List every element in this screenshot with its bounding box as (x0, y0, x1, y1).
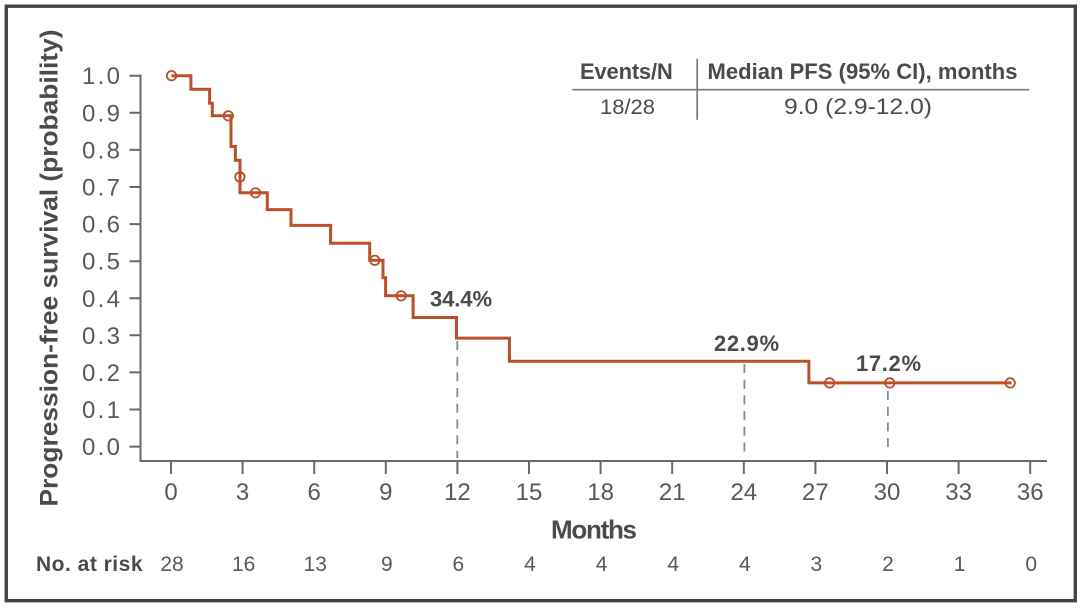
svg-text:Months: Months (551, 515, 637, 545)
svg-text:6: 6 (453, 553, 465, 576)
svg-text:0.2: 0.2 (82, 360, 120, 387)
svg-text:3: 3 (811, 553, 823, 576)
svg-text:17.2%: 17.2% (856, 351, 921, 376)
svg-text:21: 21 (659, 479, 686, 506)
svg-text:9: 9 (379, 479, 392, 506)
svg-text:0.4: 0.4 (82, 286, 120, 313)
svg-text:Median PFS (95% CI), months: Median PFS (95% CI), months (708, 59, 1018, 84)
svg-text:4: 4 (596, 553, 608, 576)
svg-text:4: 4 (739, 553, 751, 576)
svg-text:0: 0 (164, 479, 177, 506)
svg-text:34.4%: 34.4% (430, 287, 492, 312)
svg-text:0.6: 0.6 (82, 212, 120, 239)
svg-text:0.0: 0.0 (82, 434, 120, 461)
svg-text:28: 28 (160, 553, 183, 576)
svg-text:18: 18 (587, 479, 614, 506)
svg-text:0: 0 (1025, 553, 1037, 576)
svg-text:6: 6 (308, 479, 321, 506)
svg-text:4: 4 (667, 553, 679, 576)
svg-text:33: 33 (945, 479, 972, 506)
svg-text:0.7: 0.7 (82, 175, 120, 202)
svg-text:30: 30 (874, 479, 901, 506)
svg-text:1: 1 (954, 553, 966, 576)
svg-text:0.8: 0.8 (82, 137, 120, 164)
svg-text:0.5: 0.5 (82, 249, 120, 276)
svg-text:4: 4 (524, 553, 536, 576)
svg-text:Progression-free survival (pro: Progression-free survival (probability) (36, 30, 64, 507)
svg-text:12: 12 (444, 479, 471, 506)
svg-text:9.0 (2.9-12.0): 9.0 (2.9-12.0) (784, 94, 932, 119)
svg-text:15: 15 (516, 479, 543, 506)
svg-text:2: 2 (882, 553, 894, 576)
svg-text:No. at risk: No. at risk (36, 553, 143, 576)
svg-text:9: 9 (381, 553, 393, 576)
svg-text:24: 24 (730, 479, 757, 506)
svg-text:18/28: 18/28 (600, 96, 655, 119)
svg-text:3: 3 (236, 479, 249, 506)
svg-text:16: 16 (232, 553, 255, 576)
svg-text:1.0: 1.0 (82, 63, 120, 90)
svg-text:0.3: 0.3 (82, 323, 120, 350)
svg-text:0.9: 0.9 (82, 100, 120, 127)
svg-text:27: 27 (802, 479, 829, 506)
svg-text:0.1: 0.1 (82, 397, 120, 424)
svg-text:13: 13 (304, 553, 327, 576)
svg-text:Events/N: Events/N (580, 59, 673, 84)
svg-text:22.9%: 22.9% (714, 331, 779, 356)
svg-text:36: 36 (1017, 479, 1044, 506)
